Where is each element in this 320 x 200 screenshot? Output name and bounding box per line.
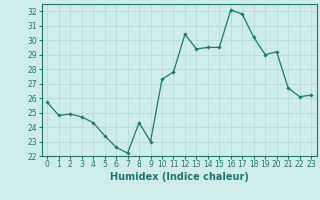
X-axis label: Humidex (Indice chaleur): Humidex (Indice chaleur) <box>110 172 249 182</box>
